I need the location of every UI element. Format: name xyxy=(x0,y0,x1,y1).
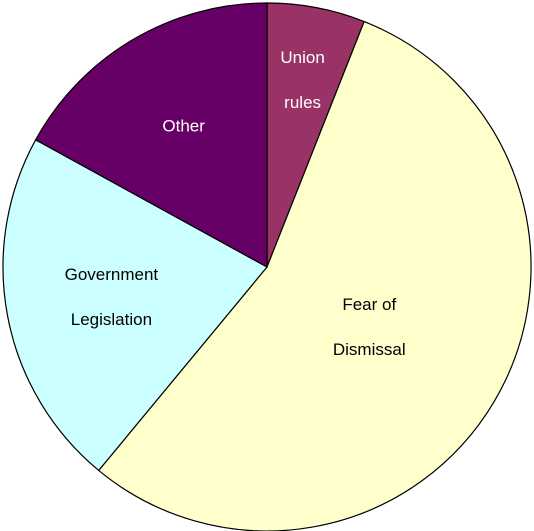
slice-label: Other xyxy=(162,116,205,136)
pie-slice xyxy=(34,2,268,269)
pie-slice xyxy=(2,139,268,472)
pie-slice xyxy=(97,20,532,531)
slice-label: Fear of Dismissal xyxy=(332,295,406,360)
slice-label: Union rules xyxy=(280,48,325,113)
slice-label: Government Legislation xyxy=(64,264,159,329)
